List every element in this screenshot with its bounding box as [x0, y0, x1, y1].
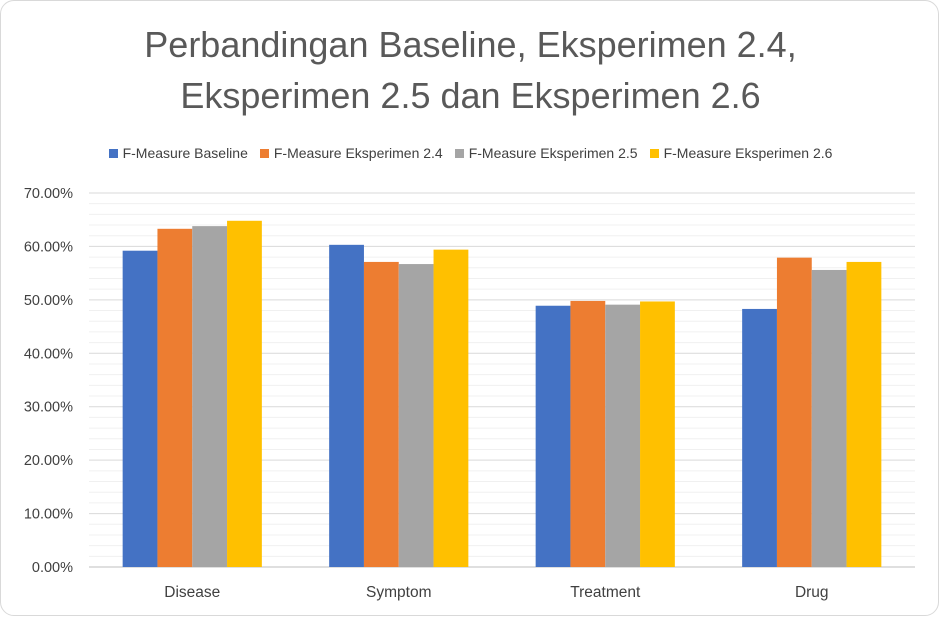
legend-label: F-Measure Eksperimen 2.5: [468, 145, 638, 161]
legend-label: F-Measure Baseline: [122, 145, 248, 161]
legend-item-eksperimen-2-6: F-Measure Eksperimen 2.6: [649, 145, 833, 161]
bar: [570, 300, 606, 567]
legend-item-eksperimen-2-4: F-Measure Eksperimen 2.4: [259, 145, 443, 161]
x-category-label: Disease: [164, 584, 220, 601]
legend-swatch: [108, 148, 118, 158]
bar: [742, 308, 777, 567]
bar: [811, 269, 847, 567]
chart-title: Perbandingan Baseline, Eksperimen 2.4, E…: [1, 19, 939, 121]
chart-legend: F-Measure Baseline F-Measure Eksperimen …: [1, 142, 939, 164]
y-tick-label: 20.00%: [24, 453, 73, 469]
bar: [192, 226, 228, 567]
bar: [433, 249, 469, 568]
x-category-label: Symptom: [366, 584, 431, 601]
bar: [846, 261, 882, 567]
chart-title-line-1: Perbandingan Baseline, Eksperimen 2.4,: [144, 24, 797, 65]
bar: [227, 220, 262, 568]
legend-label: F-Measure Eksperimen 2.6: [663, 145, 833, 161]
y-tick-label: 10.00%: [24, 507, 73, 523]
legend-item-baseline: F-Measure Baseline: [108, 145, 248, 161]
bar: [605, 304, 641, 567]
y-tick-label: 30.00%: [24, 400, 73, 416]
bar: [398, 264, 434, 567]
bar: [640, 301, 675, 567]
legend-swatch: [259, 148, 269, 158]
y-tick-label: 0.00%: [32, 560, 73, 576]
y-tick-label: 40.00%: [24, 346, 73, 362]
bar: [363, 261, 399, 567]
bar: [157, 228, 193, 567]
x-category-label: Drug: [795, 584, 829, 601]
legend-swatch: [649, 148, 659, 158]
bar: [329, 244, 364, 567]
legend-label: F-Measure Eksperimen 2.4: [273, 145, 443, 161]
x-category-label: Treatment: [570, 584, 641, 601]
bar: [122, 250, 158, 567]
y-tick-label: 60.00%: [24, 239, 73, 255]
chart-title-line-2: Eksperimen 2.5 dan Eksperimen 2.6: [180, 75, 761, 116]
bar: [776, 257, 812, 567]
bar: [535, 305, 571, 567]
y-tick-label: 50.00%: [24, 293, 73, 309]
legend-swatch: [454, 148, 464, 158]
legend-item-eksperimen-2-5: F-Measure Eksperimen 2.5: [454, 145, 638, 161]
y-tick-label: 70.00%: [24, 186, 73, 202]
